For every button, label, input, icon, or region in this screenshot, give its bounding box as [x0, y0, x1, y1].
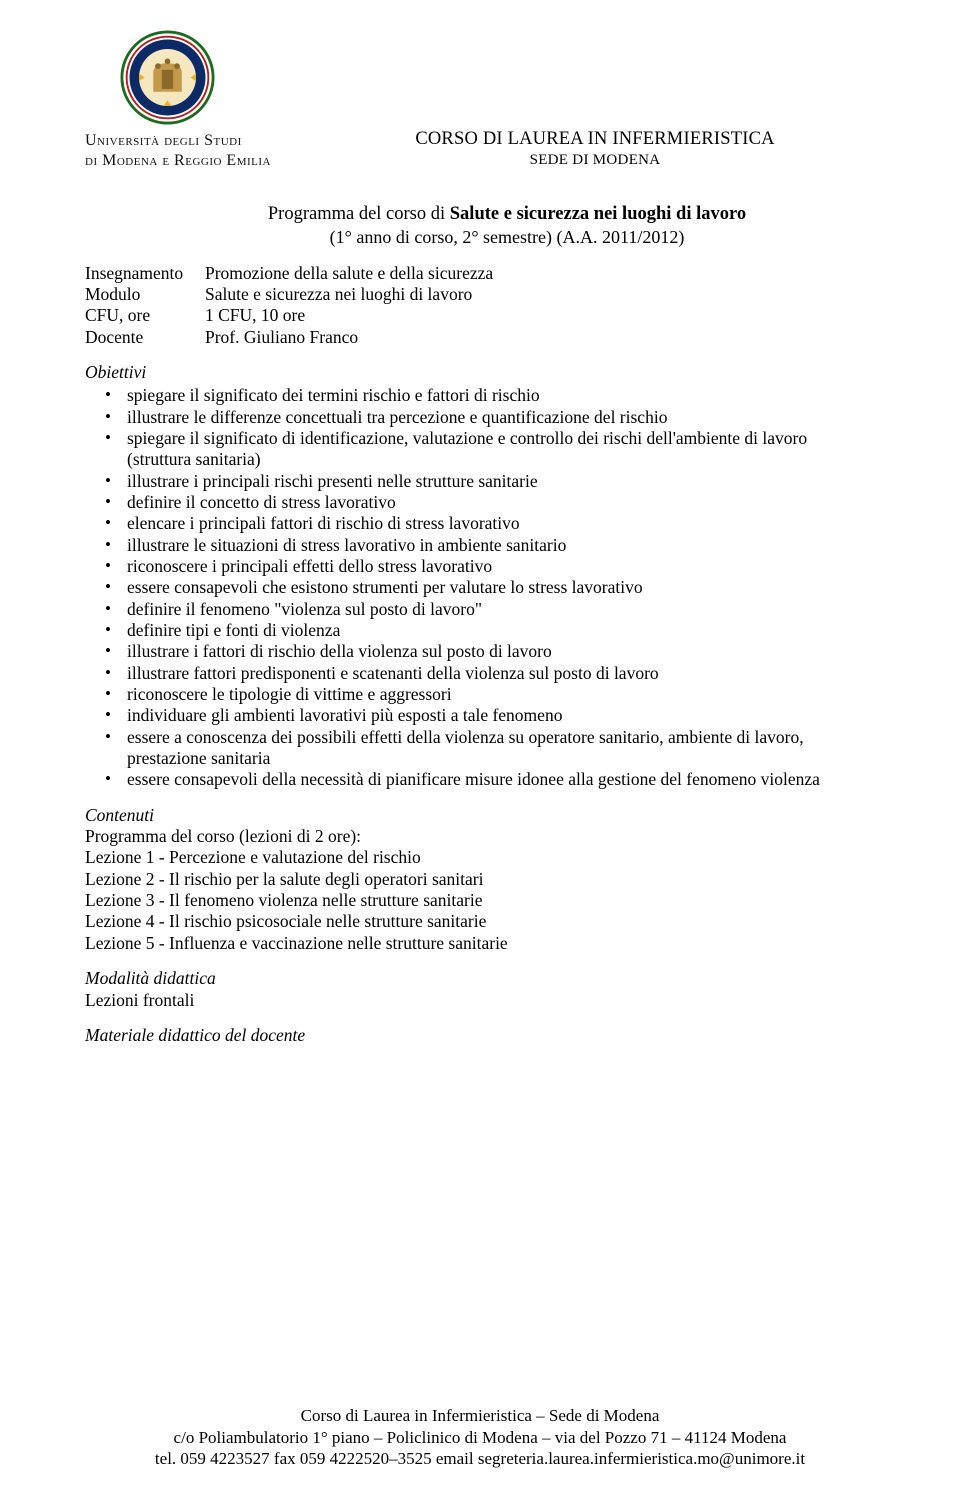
obiettivo-item: spiegare il significato di identificazio…	[85, 428, 875, 471]
program-title: Programma del corso di Salute e sicurezz…	[139, 203, 875, 226]
page-header: Università degli Studi di Modena e Reggi…	[85, 30, 875, 171]
obiettivo-item: essere consapevoli che esistono strument…	[85, 577, 875, 598]
materiale-block: Materiale didattico del docente	[85, 1025, 875, 1046]
university-name-line1: Università degli Studi	[85, 131, 271, 151]
meta-label: Insegnamento	[85, 263, 205, 284]
obiettivo-item: essere a conoscenza dei possibili effett…	[85, 727, 875, 770]
obiettivi-heading: Obiettivi	[85, 362, 875, 383]
meta-value: 1 CFU, 10 ore	[205, 305, 305, 326]
logo-block: Università degli Studi di Modena e Reggi…	[85, 30, 315, 171]
title-block: Programma del corso di Salute e sicurezz…	[139, 203, 875, 249]
university-seal-icon	[120, 30, 215, 125]
meta-value: Salute e sicurezza nei luoghi di lavoro	[205, 284, 472, 305]
obiettivo-item: definire il fenomeno "violenza sul posto…	[85, 599, 875, 620]
obiettivo-item: definire tipi e fonti di violenza	[85, 620, 875, 641]
modalita-heading: Modalità didattica	[85, 968, 875, 989]
title-bold: Salute e sicurezza nei luoghi di lavoro	[450, 204, 746, 224]
meta-label: Docente	[85, 327, 205, 348]
contenuti-line: Lezione 4 - Il rischio psicosociale nell…	[85, 911, 875, 932]
meta-row: CFU, ore 1 CFU, 10 ore	[85, 305, 875, 326]
footer-line3: tel. 059 4223527 fax 059 4222520–3525 em…	[0, 1448, 960, 1469]
footer-line1: Corso di Laurea in Infermieristica – Sed…	[0, 1405, 960, 1426]
contenuti-line: Lezione 2 - Il rischio per la salute deg…	[85, 869, 875, 890]
contenuti-block: Contenuti Programma del corso (lezioni d…	[85, 805, 875, 954]
meta-row: Insegnamento Promozione della salute e d…	[85, 263, 875, 284]
obiettivo-item: illustrare i principali rischi presenti …	[85, 471, 875, 492]
obiettivo-item: riconoscere i principali effetti dello s…	[85, 556, 875, 577]
footer-line2: c/o Poliambulatorio 1° piano – Policlini…	[0, 1427, 960, 1448]
page-footer: Corso di Laurea in Infermieristica – Sed…	[0, 1405, 960, 1469]
contenuti-heading: Contenuti	[85, 805, 875, 826]
meta-table: Insegnamento Promozione della salute e d…	[85, 263, 875, 348]
course-header-line1: CORSO DI LAUREA IN INFERMIERISTICA	[315, 128, 875, 151]
university-name: Università degli Studi di Modena e Reggi…	[85, 131, 271, 171]
modalita-text: Lezioni frontali	[85, 990, 875, 1011]
contenuti-line: Programma del corso (lezioni di 2 ore):	[85, 826, 875, 847]
title-subtitle: (1° anno di corso, 2° semestre) (A.A. 20…	[139, 227, 875, 249]
meta-row: Modulo Salute e sicurezza nei luoghi di …	[85, 284, 875, 305]
meta-value: Promozione della salute e della sicurezz…	[205, 263, 493, 284]
course-header-line2: SEDE DI MODENA	[315, 151, 875, 169]
contenuti-line: Lezione 5 - Influenza e vaccinazione nel…	[85, 933, 875, 954]
meta-row: Docente Prof. Giuliano Franco	[85, 327, 875, 348]
obiettivo-item: elencare i principali fattori di rischio…	[85, 513, 875, 534]
obiettivo-item: riconoscere le tipologie di vittime e ag…	[85, 684, 875, 705]
obiettivo-item: essere consapevoli della necessità di pi…	[85, 769, 875, 790]
meta-label: Modulo	[85, 284, 205, 305]
contenuti-line: Lezione 1 - Percezione e valutazione del…	[85, 847, 875, 868]
course-header: CORSO DI LAUREA IN INFERMIERISTICA SEDE …	[315, 128, 875, 171]
contenuti-line: Lezione 3 - Il fenomeno violenza nelle s…	[85, 890, 875, 911]
contenuti-lines: Programma del corso (lezioni di 2 ore):L…	[85, 826, 875, 954]
obiettivo-item: illustrare le differenze concettuali tra…	[85, 407, 875, 428]
obiettivo-item: illustrare le situazioni di stress lavor…	[85, 535, 875, 556]
meta-value: Prof. Giuliano Franco	[205, 327, 358, 348]
obiettivo-item: spiegare il significato dei termini risc…	[85, 385, 875, 406]
obiettivo-item: illustrare i fattori di rischio della vi…	[85, 641, 875, 662]
obiettivo-item: individuare gli ambienti lavorativi più …	[85, 705, 875, 726]
meta-label: CFU, ore	[85, 305, 205, 326]
obiettivo-item: illustrare fattori predisponenti e scate…	[85, 663, 875, 684]
university-name-line2: di Modena e Reggio Emilia	[85, 151, 271, 171]
obiettivi-list: spiegare il significato dei termini risc…	[85, 385, 875, 791]
title-prefix: Programma del corso di	[268, 204, 450, 224]
materiale-heading: Materiale didattico del docente	[85, 1025, 875, 1046]
obiettivo-item: definire il concetto di stress lavorativ…	[85, 492, 875, 513]
modalita-block: Modalità didattica Lezioni frontali	[85, 968, 875, 1011]
